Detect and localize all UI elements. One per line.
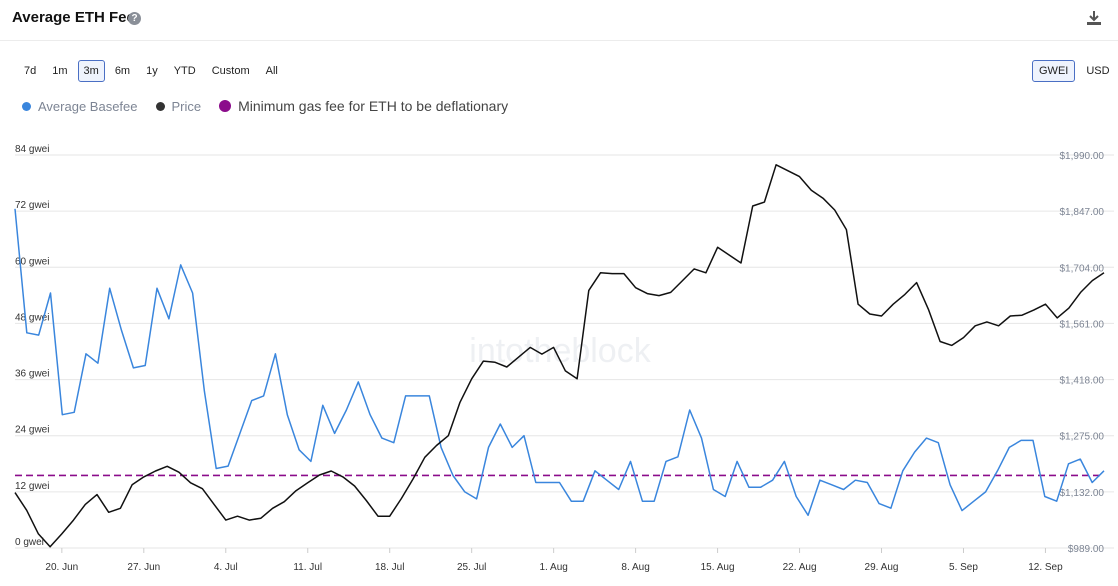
x-axis-tick-label: 25. Jul <box>457 562 486 573</box>
x-axis-tick-label: 12. Sep <box>1028 562 1063 573</box>
y-axis-left-tick-label: 60 gwei <box>15 256 49 267</box>
range-button-ytd[interactable]: YTD <box>167 60 202 82</box>
y-axis-left-tick-label: 24 gwei <box>15 425 49 436</box>
y-axis-right-tick-label: $1,418.00 <box>1060 376 1105 387</box>
range-button-3m[interactable]: 3m <box>77 60 105 82</box>
price-series-line <box>14 164 1105 548</box>
legend-item-0[interactable]: Average Basefee <box>22 99 138 114</box>
y-axis-left-tick-label: 72 gwei <box>15 200 49 211</box>
y-axis-right-tick-label: $1,990.00 <box>1060 151 1105 162</box>
chart-legend: Average Basefee Price Minimum gas fee for … <box>22 98 508 114</box>
x-axis-tick-label: 20. Jun <box>45 562 78 573</box>
y-axis-right-tick-label: $1,132.00 <box>1060 488 1105 499</box>
unit-button-usd[interactable]: USD <box>1079 60 1117 82</box>
legend-marker-icon <box>155 101 165 111</box>
y-axis-right-tick-label: $1,275.00 <box>1060 432 1105 443</box>
range-button-7d[interactable]: 7d <box>18 60 43 82</box>
range-button-1y[interactable]: 1y <box>140 60 164 82</box>
legend-label: Average Basefee <box>38 98 138 114</box>
x-axis-tick-label: 15. Aug <box>701 562 735 573</box>
watermark: intotheblock <box>469 332 651 370</box>
y-axis-left-tick-label: 0 gwei <box>15 537 44 548</box>
legend-marker-icon <box>22 101 31 111</box>
chart-header: Average ETH Fee ? <box>0 0 1118 41</box>
y-axis-left-tick-label: 48 gwei <box>15 312 49 323</box>
y-axis-left-tick-label: 36 gwei <box>15 369 49 380</box>
y-axis-left-tick-label: 12 gwei <box>15 481 49 492</box>
x-axis-tick-label: 29. Aug <box>865 562 899 573</box>
legend-item-2[interactable]: Minimum gas fee for ETH to be deflationa… <box>219 98 508 114</box>
x-axis-tick-label: 18. Jul <box>375 562 404 573</box>
legend-marker-icon <box>219 100 232 112</box>
y-axis-right-tick-label: $1,561.00 <box>1060 319 1105 330</box>
range-button-all[interactable]: All <box>259 60 284 82</box>
y-axis-right-tick-label: $1,847.00 <box>1060 207 1105 218</box>
legend-item-1[interactable]: Price <box>155 98 202 114</box>
y-axis-right-tick-label: $989.00 <box>1068 544 1105 555</box>
legend-label: Minimum gas fee for ETH to be deflationa… <box>238 98 509 114</box>
chart-title: Average ETH Fee <box>12 9 135 26</box>
unit-selector: GWEI USD <box>1032 60 1117 82</box>
range-button-6m[interactable]: 6m <box>108 60 137 82</box>
x-axis-tick-label: 11. Jul <box>293 562 322 573</box>
x-axis-tick-label: 27. Jun <box>127 562 160 573</box>
legend-label: Price <box>171 98 202 114</box>
x-axis-tick-label: 22. Aug <box>783 562 817 573</box>
x-axis-tick-label: 4. Jul <box>214 562 238 573</box>
y-axis-left-tick-label: 84 gwei <box>15 144 49 155</box>
download-icon[interactable] <box>1085 9 1103 27</box>
range-button-custom[interactable]: Custom <box>205 60 256 82</box>
x-axis-tick-label: 5. Sep <box>949 562 978 573</box>
help-icon[interactable]: ? <box>128 12 141 25</box>
unit-button-gwei[interactable]: GWEI <box>1032 60 1076 82</box>
basefee-series-line <box>14 208 1105 517</box>
range-button-1m[interactable]: 1m <box>46 60 74 82</box>
x-axis-tick-label: 1. Aug <box>539 562 567 573</box>
time-range-selector: 7d 1m 3m 6m 1y YTD Custom All <box>18 60 284 82</box>
x-axis-tick-label: 8. Aug <box>621 562 649 573</box>
y-axis-right-tick-label: $1,704.00 <box>1060 263 1105 274</box>
